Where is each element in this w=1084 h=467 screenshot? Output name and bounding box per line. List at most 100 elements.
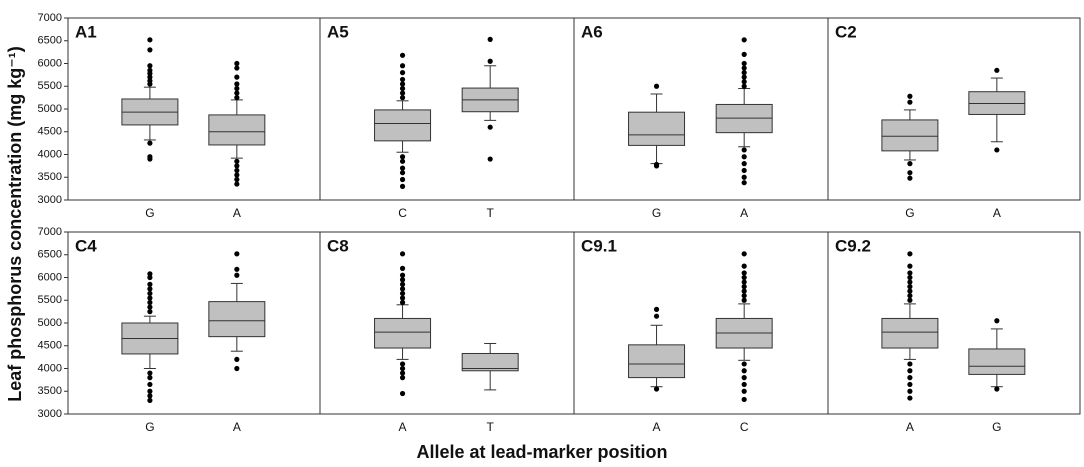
panel-frame	[67, 17, 321, 201]
y-tick-label: 4500	[38, 340, 62, 352]
box	[374, 109, 432, 142]
x-tick-label: G	[905, 206, 914, 220]
x-tick-label: G	[992, 420, 1001, 434]
outlier	[234, 90, 240, 96]
y-tick-label: 5000	[38, 103, 62, 115]
outlier	[234, 167, 240, 174]
box	[968, 348, 1026, 375]
y-tick-label: 6500	[38, 35, 62, 47]
outlier	[741, 274, 747, 281]
y-tick-label: 3000	[38, 408, 62, 420]
panel-frame	[573, 231, 829, 415]
box	[881, 317, 939, 349]
outlier	[399, 365, 406, 372]
x-tick-label: G	[652, 206, 661, 220]
panel-frame	[319, 17, 575, 201]
y-axis-title: Leaf phosphorus concentration (mg kg⁻¹)	[5, 46, 25, 402]
outlier	[907, 263, 913, 269]
outlier	[653, 83, 660, 89]
outlier	[399, 272, 406, 278]
outlier	[907, 270, 913, 276]
outlier	[147, 274, 153, 281]
box	[881, 119, 939, 152]
outlier	[741, 284, 747, 290]
outlier	[234, 251, 240, 257]
y-tick-label: 7000	[38, 12, 62, 24]
outlier	[234, 176, 240, 183]
panel-title: C8	[327, 236, 349, 255]
y-tick-label: 3500	[38, 385, 62, 397]
outlier	[399, 165, 406, 171]
outlier	[907, 93, 913, 99]
y-tick-label: 6500	[38, 249, 62, 261]
outlier	[741, 154, 747, 160]
outlier	[741, 37, 747, 43]
outlier	[147, 309, 153, 315]
outlier	[907, 388, 913, 394]
outlier	[399, 265, 406, 271]
outlier	[741, 180, 747, 186]
y-tick-label: 4000	[38, 362, 62, 374]
panel-title: C9.2	[835, 236, 871, 255]
outlier	[234, 272, 240, 278]
outlier	[234, 74, 240, 80]
outlier	[907, 161, 913, 167]
outlier	[994, 67, 1000, 73]
outlier	[147, 63, 153, 69]
outlier	[741, 70, 747, 76]
x-tick-label: C	[398, 206, 407, 220]
x-axis-title: Allele at lead-marker position	[416, 442, 667, 462]
outlier	[741, 161, 747, 167]
outlier	[399, 295, 406, 301]
outlier	[741, 51, 747, 58]
x-tick-label: T	[487, 420, 495, 434]
x-tick-label: C	[740, 420, 749, 434]
outlier	[399, 90, 406, 96]
x-tick-label: A	[993, 206, 1001, 220]
y-tick-label: 5000	[38, 317, 62, 329]
outlier	[741, 375, 747, 381]
outlier	[487, 36, 493, 42]
outlier	[399, 290, 406, 297]
x-tick-label: A	[906, 420, 914, 434]
outlier	[907, 297, 913, 303]
outlier	[487, 124, 493, 130]
outlier	[741, 368, 747, 374]
y-tick-label: 5500	[38, 294, 62, 306]
x-tick-label: A	[740, 206, 748, 220]
x-tick-label: G	[145, 420, 154, 434]
box	[208, 301, 266, 338]
outlier	[907, 274, 913, 281]
y-tick-label: 3500	[38, 171, 62, 183]
outlier	[741, 251, 747, 257]
outlier	[741, 270, 747, 276]
box	[628, 111, 686, 146]
x-tick-label: T	[487, 206, 495, 220]
outlier	[907, 175, 913, 181]
outlier	[741, 288, 747, 294]
panel-title: C2	[835, 22, 857, 41]
outlier	[994, 386, 1000, 392]
outlier	[399, 281, 406, 287]
panel-title: A5	[327, 22, 349, 41]
y-tick-label: 4000	[38, 148, 62, 160]
y-tick-label: 7000	[38, 226, 62, 238]
outlier	[147, 370, 153, 376]
outlier	[907, 368, 913, 374]
outlier	[399, 375, 406, 381]
outlier	[234, 85, 240, 92]
outlier	[907, 293, 913, 299]
outlier	[994, 318, 1000, 324]
x-tick-label: A	[399, 420, 407, 434]
outlier	[399, 361, 406, 367]
outlier	[399, 176, 406, 183]
outlier	[234, 65, 240, 71]
outlier	[234, 172, 240, 178]
outlier	[399, 299, 406, 306]
outlier	[399, 286, 406, 292]
outlier	[994, 147, 1000, 153]
y-tick-label: 5500	[38, 80, 62, 92]
outlier	[907, 99, 913, 105]
outlier	[741, 279, 747, 285]
